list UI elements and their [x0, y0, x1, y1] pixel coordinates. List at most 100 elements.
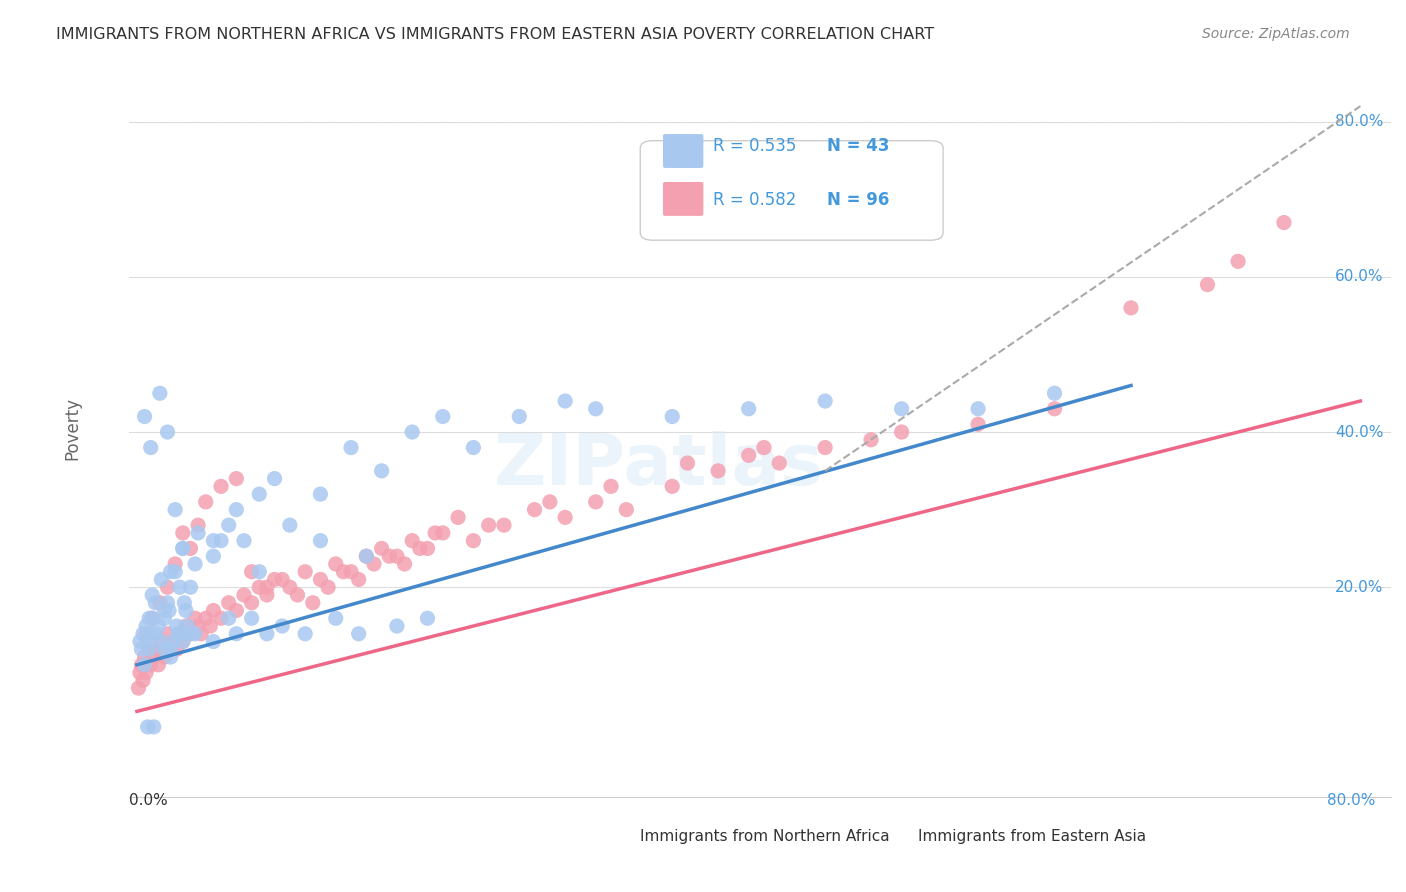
- Point: [401, 425, 423, 439]
- Point: [737, 448, 759, 462]
- Point: [184, 627, 207, 641]
- Point: [218, 611, 240, 625]
- Point: [218, 518, 240, 533]
- Point: [150, 634, 173, 648]
- Point: [139, 627, 162, 641]
- Point: [814, 441, 837, 455]
- Point: [172, 634, 194, 648]
- Point: [463, 533, 485, 548]
- Point: [134, 650, 156, 665]
- Text: 80.0%: 80.0%: [1334, 114, 1384, 129]
- Point: [135, 619, 157, 633]
- Point: [131, 642, 153, 657]
- Point: [370, 464, 392, 478]
- Point: [432, 525, 454, 540]
- Point: [585, 495, 607, 509]
- Point: [162, 634, 184, 648]
- Point: [271, 619, 294, 633]
- Point: [157, 603, 180, 617]
- FancyBboxPatch shape: [664, 182, 703, 216]
- Point: [172, 525, 194, 540]
- Point: [316, 580, 339, 594]
- Point: [165, 502, 187, 516]
- Point: [179, 580, 201, 594]
- Point: [967, 401, 990, 416]
- Point: [225, 472, 247, 486]
- Point: [202, 533, 225, 548]
- Point: [325, 611, 347, 625]
- Point: [859, 433, 882, 447]
- Point: [169, 627, 191, 641]
- Point: [172, 541, 194, 556]
- Point: [153, 611, 176, 625]
- Point: [247, 487, 270, 501]
- Point: [156, 580, 179, 594]
- FancyBboxPatch shape: [664, 134, 703, 168]
- Text: 20.0%: 20.0%: [1334, 580, 1384, 595]
- Text: Poverty: Poverty: [63, 397, 82, 459]
- Point: [967, 417, 990, 432]
- Point: [309, 573, 332, 587]
- Point: [814, 394, 837, 409]
- Point: [202, 603, 225, 617]
- Point: [135, 627, 157, 641]
- Point: [278, 580, 301, 594]
- Point: [240, 611, 263, 625]
- Point: [416, 541, 439, 556]
- Point: [134, 657, 156, 672]
- Text: 60.0%: 60.0%: [1334, 269, 1384, 285]
- Point: [225, 603, 247, 617]
- Point: [287, 588, 309, 602]
- Point: [1272, 215, 1295, 229]
- Point: [661, 479, 683, 493]
- Point: [554, 394, 576, 409]
- Point: [209, 533, 232, 548]
- Point: [190, 627, 212, 641]
- Point: [447, 510, 470, 524]
- Point: [332, 565, 354, 579]
- Point: [256, 588, 278, 602]
- Point: [131, 657, 153, 672]
- Point: [176, 619, 198, 633]
- Text: ZIPatlas: ZIPatlas: [494, 431, 824, 500]
- Point: [409, 541, 432, 556]
- Point: [153, 603, 176, 617]
- Point: [172, 541, 194, 556]
- Point: [600, 479, 623, 493]
- Point: [162, 634, 184, 648]
- Point: [385, 549, 408, 564]
- Point: [385, 619, 408, 633]
- Point: [347, 627, 370, 641]
- Text: 80.0%: 80.0%: [1327, 793, 1375, 808]
- Point: [233, 533, 256, 548]
- Point: [271, 573, 294, 587]
- Point: [129, 634, 152, 648]
- Point: [187, 619, 209, 633]
- Point: [138, 642, 160, 657]
- Point: [423, 525, 446, 540]
- Point: [153, 642, 176, 657]
- Point: [1227, 254, 1250, 268]
- Point: [142, 720, 165, 734]
- Point: [538, 495, 561, 509]
- Point: [294, 627, 316, 641]
- Point: [768, 456, 790, 470]
- Point: [1197, 277, 1219, 292]
- Point: [356, 549, 378, 564]
- Point: [132, 673, 155, 688]
- Point: [136, 634, 159, 648]
- Text: 0.0%: 0.0%: [129, 793, 169, 808]
- Point: [401, 533, 423, 548]
- Point: [156, 627, 179, 641]
- Point: [159, 642, 181, 657]
- Point: [256, 580, 278, 594]
- Text: N = 96: N = 96: [827, 191, 890, 209]
- Point: [143, 627, 166, 641]
- Point: [166, 642, 188, 657]
- Point: [139, 441, 162, 455]
- Point: [149, 596, 172, 610]
- Point: [432, 409, 454, 424]
- Point: [136, 720, 159, 734]
- Point: [173, 596, 195, 610]
- Point: [256, 627, 278, 641]
